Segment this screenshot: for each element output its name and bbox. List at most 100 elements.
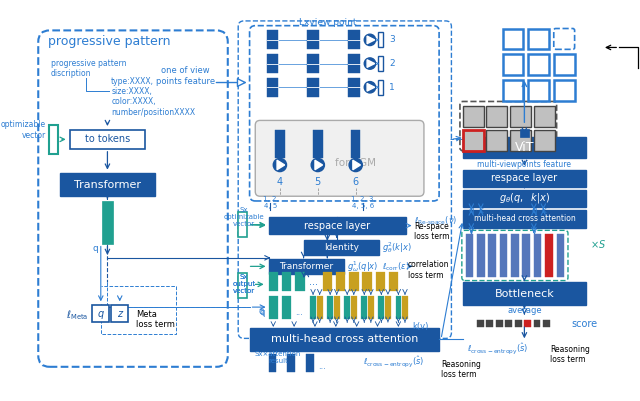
Text: $\ell_{\rm Meta}$: $\ell_{\rm Meta}$ bbox=[66, 308, 88, 322]
Polygon shape bbox=[367, 83, 374, 91]
Text: Identity: Identity bbox=[324, 243, 359, 252]
Text: ...: ... bbox=[308, 277, 317, 288]
Bar bbox=[463, 190, 586, 207]
Bar bbox=[307, 54, 319, 73]
Bar bbox=[534, 234, 541, 277]
Text: 3: 3 bbox=[389, 35, 395, 45]
Bar bbox=[463, 138, 586, 158]
Bar bbox=[389, 272, 398, 291]
Bar bbox=[520, 129, 529, 136]
Bar bbox=[557, 234, 564, 277]
Text: optimizable
vector: optimizable vector bbox=[1, 120, 46, 140]
Circle shape bbox=[311, 158, 324, 172]
Text: progressive pattern
discription: progressive pattern discription bbox=[51, 59, 126, 78]
Bar bbox=[554, 80, 575, 101]
Bar bbox=[238, 213, 247, 237]
Text: Sx
output
vector: Sx output vector bbox=[232, 274, 255, 294]
Bar bbox=[463, 211, 586, 227]
Text: k: k bbox=[478, 206, 483, 215]
Text: $g^2_\theta(k|x)$: $g^2_\theta(k|x)$ bbox=[382, 240, 412, 255]
Bar bbox=[488, 234, 496, 277]
Polygon shape bbox=[315, 160, 323, 170]
Bar bbox=[362, 272, 372, 291]
Bar bbox=[349, 272, 358, 291]
Text: q: q bbox=[259, 307, 264, 316]
Bar bbox=[463, 170, 586, 187]
Bar bbox=[111, 305, 128, 322]
Bar bbox=[269, 217, 406, 234]
Text: ...: ... bbox=[295, 308, 303, 317]
Circle shape bbox=[349, 158, 362, 172]
Text: 1, 2, 3,
4, 5, 6: 1, 2, 3, 4, 5, 6 bbox=[351, 196, 376, 209]
Bar bbox=[70, 130, 145, 149]
Bar bbox=[506, 320, 512, 327]
Bar bbox=[348, 30, 360, 49]
Bar bbox=[396, 296, 401, 320]
Text: ...: ... bbox=[319, 363, 326, 371]
Bar bbox=[534, 106, 555, 127]
Circle shape bbox=[273, 158, 287, 172]
Text: Transformer: Transformer bbox=[74, 180, 141, 190]
Bar bbox=[402, 296, 408, 320]
Text: v: v bbox=[469, 227, 474, 236]
Polygon shape bbox=[367, 36, 374, 44]
Bar bbox=[545, 234, 553, 277]
Text: Meta
loss term: Meta loss term bbox=[136, 310, 175, 329]
Bar bbox=[267, 54, 278, 73]
Bar bbox=[486, 130, 508, 151]
Bar bbox=[102, 201, 113, 244]
Bar bbox=[528, 80, 549, 101]
Text: 4: 4 bbox=[277, 177, 283, 187]
Bar bbox=[269, 259, 344, 274]
Bar bbox=[500, 234, 508, 277]
Text: Re-space
loss term: Re-space loss term bbox=[415, 222, 450, 241]
Bar bbox=[336, 272, 346, 291]
Bar bbox=[60, 174, 155, 196]
Text: respace layer: respace layer bbox=[492, 173, 557, 183]
Bar bbox=[269, 272, 278, 291]
Text: Transformer: Transformer bbox=[280, 262, 333, 271]
Text: Sx
optimizable
vector: Sx optimizable vector bbox=[223, 207, 264, 227]
Bar bbox=[351, 296, 356, 320]
Bar bbox=[534, 320, 541, 327]
Text: 5: 5 bbox=[315, 177, 321, 187]
Bar bbox=[250, 328, 439, 351]
Text: score: score bbox=[572, 319, 598, 329]
Text: $\ell_{\rm Re\text{-}space}(\nu)$: $\ell_{\rm Re\text{-}space}(\nu)$ bbox=[415, 215, 458, 229]
Bar bbox=[310, 296, 316, 320]
Text: 6: 6 bbox=[353, 177, 359, 187]
Text: progressive pattern: progressive pattern bbox=[48, 35, 171, 48]
Bar bbox=[303, 240, 380, 255]
Bar bbox=[351, 130, 360, 158]
Text: q: q bbox=[259, 308, 265, 317]
Bar bbox=[362, 296, 367, 320]
Text: z: z bbox=[117, 309, 122, 319]
Text: k: k bbox=[541, 206, 546, 215]
Circle shape bbox=[364, 81, 376, 93]
Bar bbox=[378, 32, 383, 47]
Text: q: q bbox=[92, 244, 98, 253]
Text: 2: 2 bbox=[389, 59, 394, 68]
Text: respace layer: respace layer bbox=[304, 221, 371, 231]
Bar bbox=[282, 296, 291, 320]
Bar bbox=[378, 296, 384, 320]
Bar bbox=[543, 320, 550, 327]
Bar bbox=[515, 320, 522, 327]
Bar bbox=[275, 130, 285, 158]
Text: $g^1_{\omega}(q|x)$: $g^1_{\omega}(q|x)$ bbox=[347, 259, 379, 274]
Bar bbox=[307, 30, 319, 49]
Text: ViT: ViT bbox=[515, 142, 534, 154]
Text: Reasoning
loss term: Reasoning loss term bbox=[550, 345, 590, 364]
Bar bbox=[313, 130, 323, 158]
Text: $\ell_{\rm corr}(\varepsilon)$: $\ell_{\rm corr}(\varepsilon)$ bbox=[382, 260, 410, 273]
Bar bbox=[92, 305, 109, 322]
Text: k(v): k(v) bbox=[413, 322, 429, 330]
Bar bbox=[510, 106, 531, 127]
Bar bbox=[502, 80, 524, 101]
Circle shape bbox=[364, 34, 376, 46]
Bar bbox=[323, 272, 332, 291]
Bar bbox=[334, 296, 340, 320]
Bar bbox=[49, 125, 58, 154]
Text: multi-head cross attention: multi-head cross attention bbox=[474, 215, 575, 223]
Bar bbox=[368, 296, 374, 320]
